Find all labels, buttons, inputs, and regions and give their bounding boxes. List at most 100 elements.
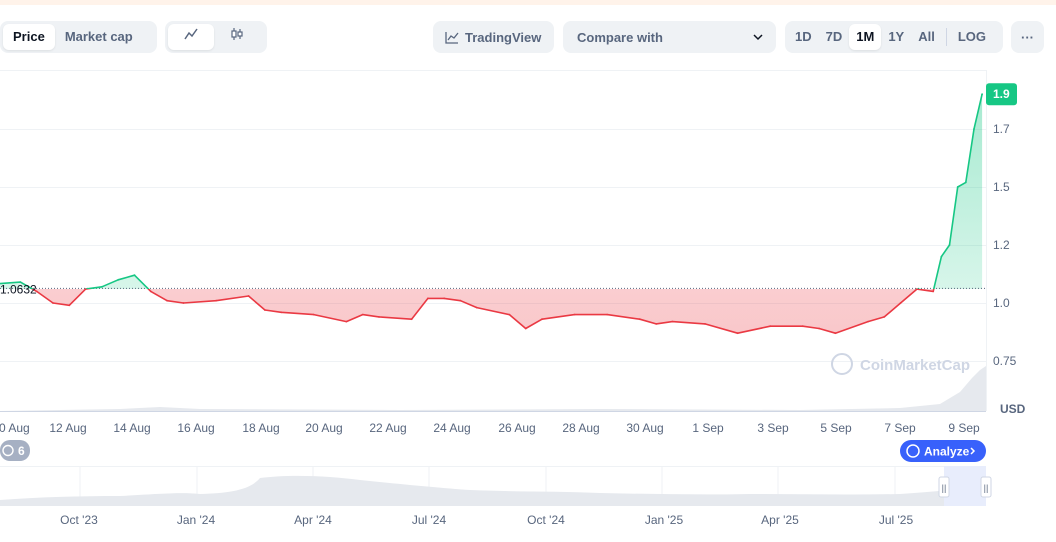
- x-tick-label: 0 Aug: [0, 421, 30, 435]
- navigator-handle-left: ||: [938, 476, 950, 498]
- x-tick-label: 24 Aug: [433, 421, 470, 435]
- baseline-value-label: 1.0632: [0, 282, 37, 296]
- chart-type-toggle: [165, 21, 267, 53]
- x-tick-label: 20 Aug: [305, 421, 342, 435]
- data-point: [883, 316, 886, 318]
- range-all[interactable]: All: [918, 29, 935, 44]
- data-point: [899, 302, 902, 304]
- area-chart-icon: [445, 31, 459, 44]
- data-point: [524, 327, 527, 330]
- range-1m[interactable]: 1M: [849, 24, 882, 50]
- data-point: [606, 313, 609, 316]
- data-point: [834, 332, 837, 335]
- x-axis: 0 Aug 12 Aug 14 Aug 16 Aug 18 Aug 20 Aug 22 Au…: [0, 421, 980, 435]
- data-point: [264, 309, 266, 311]
- x-tick-label: 1 Sep: [692, 421, 724, 435]
- x-tick-label: 26 Aug: [498, 421, 535, 435]
- data-point: [378, 316, 380, 318]
- chart-fills: [0, 94, 986, 334]
- data-point: [443, 297, 446, 300]
- data-point: [475, 306, 478, 309]
- tab-market-cap[interactable]: Market cap: [64, 29, 133, 44]
- x-tick-label: 30 Aug: [626, 421, 663, 435]
- top-accent-line: [0, 0, 1056, 5]
- more-options-button[interactable]: ···: [1011, 21, 1044, 53]
- range-7d[interactable]: 7D: [825, 29, 843, 44]
- candlestick-chart-button[interactable]: [214, 24, 260, 50]
- x-tick-label: 7 Sep: [884, 421, 916, 435]
- data-point: [736, 332, 739, 335]
- above-baseline-fill: [0, 94, 983, 289]
- analyze-button: Analyze: [900, 440, 986, 462]
- y-axis: 0.75 1.0 1.2 1.5 1.7 USD 1.9 1.0632: [0, 83, 1026, 416]
- tradingview-button[interactable]: TradingView: [433, 21, 554, 53]
- metric-toggle: Price Market cap: [0, 21, 157, 53]
- data-point: [704, 323, 706, 325]
- data-point: [948, 244, 951, 246]
- data-point: [573, 313, 576, 316]
- navigator-label: Jul '24: [412, 513, 447, 527]
- navigator-handle-glyph: ||: [942, 483, 947, 493]
- data-point: [940, 255, 943, 258]
- data-point: [149, 290, 152, 293]
- data-point: [133, 274, 136, 277]
- more-icon: ···: [1021, 29, 1034, 45]
- data-point: [932, 290, 935, 293]
- data-point: [956, 186, 959, 188]
- data-point: [247, 295, 250, 297]
- range-1d[interactable]: 1D: [795, 29, 812, 44]
- navigator-handle-glyph: ||: [984, 483, 989, 493]
- range-navigator[interactable]: || || Oct '23 Jan '24 Apr '24 Jul '24 Oct '24 J…: [0, 466, 992, 527]
- navigator-label: Oct '23: [60, 513, 98, 527]
- y-tick-label: 0.75: [993, 354, 1017, 368]
- events-badge: 6: [0, 440, 30, 461]
- candlestick-icon: [230, 27, 244, 41]
- navigator-label: Apr '24: [294, 513, 332, 527]
- data-point: [52, 302, 54, 304]
- x-tick-label: 14 Aug: [113, 421, 150, 435]
- data-point: [508, 313, 511, 316]
- data-point: [84, 288, 87, 290]
- data-point: [801, 325, 804, 328]
- compare-with-dropdown[interactable]: Compare with: [563, 21, 776, 53]
- y-tick-label: 1.2: [993, 238, 1010, 252]
- analyze-icon: [906, 444, 920, 458]
- data-point: [68, 304, 71, 307]
- navigator-label: Jul '25: [879, 513, 914, 527]
- data-point: [215, 299, 217, 302]
- below-baseline-fill: [32, 289, 934, 334]
- current-price-badge: [986, 83, 1017, 106]
- compare-with-label: Compare with: [577, 29, 663, 45]
- data-point: [166, 299, 169, 302]
- range-1y[interactable]: 1Y: [888, 29, 905, 44]
- x-tick-label: 9 Sep: [948, 421, 980, 435]
- data-point: [981, 93, 983, 96]
- data-point: [459, 299, 462, 302]
- data-point: [973, 128, 975, 130]
- range-selector: 1D 7D 1M 1Y All LOG: [785, 21, 1003, 53]
- chevron-right-icon: [970, 447, 976, 455]
- data-point: [638, 318, 641, 321]
- x-tick-label: 5 Sep: [820, 421, 852, 435]
- y-unit-label: USD: [1000, 402, 1026, 416]
- data-point: [818, 327, 820, 330]
- price-line-up: [0, 94, 983, 289]
- x-tick-label: 22 Aug: [369, 421, 406, 435]
- line-chart-button[interactable]: [168, 24, 214, 50]
- navigator-handle-right: ||: [980, 476, 992, 498]
- x-tick-label: 18 Aug: [242, 421, 279, 435]
- tab-price[interactable]: Price: [3, 24, 55, 50]
- data-point: [671, 320, 674, 323]
- y-tick-label: 1.5: [993, 180, 1010, 194]
- log-scale-toggle[interactable]: LOG: [957, 29, 987, 44]
- data-point: [964, 181, 967, 184]
- data-point: [280, 311, 283, 314]
- data-point: [35, 290, 38, 293]
- data-point: [19, 281, 22, 283]
- coinmarketcap-watermark: CoinMarketCap: [831, 353, 970, 375]
- x-tick-label: 16 Aug: [177, 421, 214, 435]
- current-price-label: 1.9: [993, 87, 1010, 101]
- history-icon: [2, 444, 14, 457]
- navigator-label: Apr '25: [761, 513, 799, 527]
